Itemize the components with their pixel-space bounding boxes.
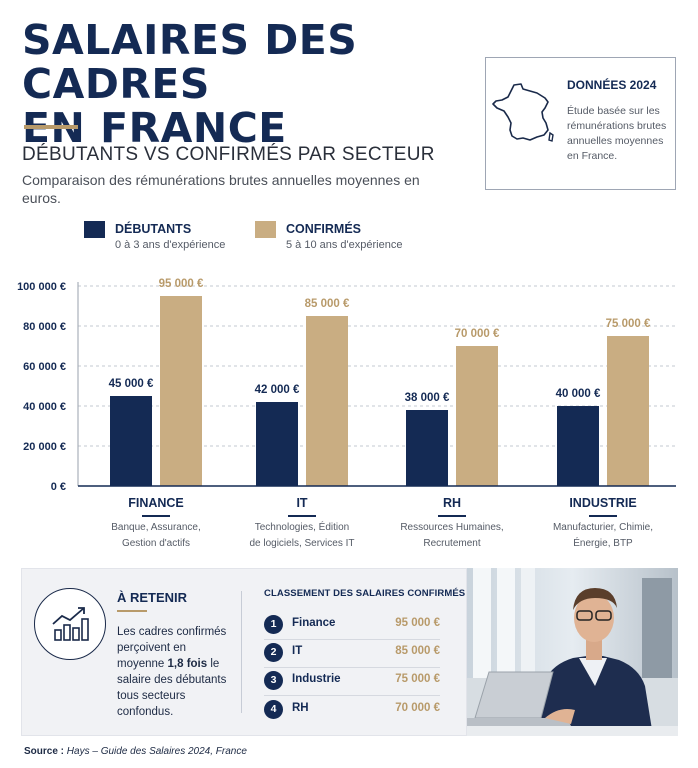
rank-number-badge: 2 <box>264 643 283 662</box>
ranking-row: 1 Finance 95 000 € <box>264 614 440 636</box>
ranking-title: CLASSEMENT DES SALAIRES CONFIRMÉS <box>264 588 466 599</box>
data-label: 70 000 € <box>455 328 500 340</box>
category-label-rh: RH <box>442 496 462 510</box>
data-label: 38 000 € <box>405 392 450 404</box>
data-label: 95 000 € <box>159 278 204 290</box>
rank-sector: Finance <box>292 617 336 629</box>
category-detail-line: Recrutement <box>423 538 481 549</box>
category-underline <box>288 515 316 517</box>
panel-divider <box>241 591 242 713</box>
chart-growth-glyph <box>52 607 89 641</box>
category-label-finance: FINANCE <box>128 496 184 510</box>
category-detail-line: Technologies, Édition <box>254 522 350 533</box>
category-underline <box>589 515 617 517</box>
category-detail-it: Technologies, Édition de logiciels, Serv… <box>227 520 377 552</box>
ranking-row: 2 IT 85 000 € <box>264 642 440 664</box>
rank-sector: IT <box>292 645 303 657</box>
y-tick-label: 40 000 € <box>23 401 66 413</box>
data-label: 75 000 € <box>606 318 651 330</box>
source-label: Source : <box>24 746 65 757</box>
ranking-row: 3 Industrie 75 000 € <box>264 670 440 692</box>
intro-text: Comparaison des rémunérations brutes ann… <box>22 172 420 206</box>
retenir-text-end: le salaire des débutants tous secteurs c… <box>117 658 227 718</box>
france-map-icon <box>492 83 554 142</box>
category-underline <box>142 515 170 517</box>
title-underline <box>24 125 78 129</box>
retenir-title: À RETENIR <box>117 590 188 605</box>
rank-number-badge: 3 <box>264 671 283 690</box>
rank-sector: RH <box>292 702 309 714</box>
salary-bar-chart: 0 € 20 000 € 40 000 € 60 000 € 80 000 € 100 0… <box>17 278 676 493</box>
rank-salary: 75 000 € <box>395 673 440 685</box>
category-detail-line: Banque, Assurance, <box>111 522 201 533</box>
y-tick-label: 20 000 € <box>23 441 66 453</box>
legend-label-debutants: DÉBUTANTS <box>115 222 192 236</box>
bar-confirmes <box>607 336 649 486</box>
ranking-row: 4 RH 70 000 € <box>264 699 440 721</box>
category-detail-line: Gestion d'actifs <box>121 538 191 549</box>
ranking-separator <box>264 695 440 696</box>
category-detail-finance: Banque, Assurance, Gestion d'actifs <box>81 520 231 552</box>
retenir-underline <box>117 610 147 612</box>
bar-debutants <box>406 410 448 486</box>
title-line-1: SALAIRES DES CADRES <box>22 16 358 108</box>
category-detail-rh: Ressources Humaines, Recrutement <box>377 520 527 552</box>
legend-desc-confirmes: 5 à 10 ans d'expérience <box>286 239 403 251</box>
y-tick-label: 80 000 € <box>23 321 66 333</box>
rank-number-badge: 4 <box>264 700 283 719</box>
y-tick-label: 100 000 € <box>17 281 66 293</box>
category-detail-industrie: Manufacturier, Chimie, Énergie, BTP <box>528 520 678 552</box>
retenir-text-start: Les cadres confirmés perçoivent en moyen… <box>117 626 227 670</box>
businessman-laptop-photo <box>467 568 678 736</box>
retenir-text: Les cadres confirmés perçoivent en moyen… <box>117 624 233 720</box>
category-underline <box>438 515 466 517</box>
legend-label-confirmes: CONFIRMÉS <box>286 222 361 236</box>
category-label-industrie: INDUSTRIE <box>569 496 637 510</box>
y-tick-label: 0 € <box>51 481 66 493</box>
rank-salary: 95 000 € <box>395 617 440 629</box>
ranking-separator <box>264 639 440 640</box>
category-detail-line: de logiciels, Services IT <box>249 538 355 549</box>
bar-confirmes <box>160 296 202 486</box>
category-detail-line: Ressources Humaines, <box>400 522 504 533</box>
data-label: 45 000 € <box>109 378 154 390</box>
retenir-highlight: 1,8 fois <box>167 658 208 670</box>
data-label: 85 000 € <box>305 298 350 310</box>
bar-debutants <box>256 402 298 486</box>
photo-illustration <box>467 568 678 736</box>
rank-salary: 85 000 € <box>395 645 440 657</box>
bar-confirmes <box>306 316 348 486</box>
category-label-it: IT <box>296 496 308 510</box>
rank-salary: 70 000 € <box>395 702 440 714</box>
data-info-box: DONNÉES 2024 Étude basée sur les rémunér… <box>485 57 676 190</box>
legend-swatch-debutants <box>84 221 105 238</box>
category-detail-line: Énergie, BTP <box>573 538 633 549</box>
data-box-text: Étude basée sur les rémunérations brutes… <box>567 105 667 162</box>
page-subtitle: DÉBUTANTS VS CONFIRMÉS PAR SECTEUR <box>22 144 435 165</box>
y-tick-label: 60 000 € <box>23 361 66 373</box>
data-label: 42 000 € <box>255 384 300 396</box>
page-title: SALAIRES DES CADRES EN FRANCE <box>22 18 472 150</box>
source-text: Hays – Guide des Salaires 2024, France <box>66 746 247 757</box>
bar-confirmes <box>456 346 498 486</box>
data-box-title: DONNÉES 2024 <box>567 78 657 92</box>
bar-debutants <box>557 406 599 486</box>
category-detail-line: Manufacturier, Chimie, <box>552 522 654 533</box>
summary-panel: À RETENIR Les cadres confirmés perçoiven… <box>21 568 467 736</box>
chart-growth-icon <box>34 588 106 660</box>
legend-desc-debutants: 0 à 3 ans d'expérience <box>115 239 226 251</box>
bar-debutants <box>110 396 152 486</box>
source-note: Source : Hays – Guide des Salaires 2024,… <box>24 746 247 757</box>
data-label: 40 000 € <box>556 388 601 400</box>
rank-sector: Industrie <box>292 673 341 685</box>
rank-number-badge: 1 <box>264 615 283 634</box>
ranking-separator <box>264 667 440 668</box>
legend-swatch-confirmes <box>255 221 276 238</box>
